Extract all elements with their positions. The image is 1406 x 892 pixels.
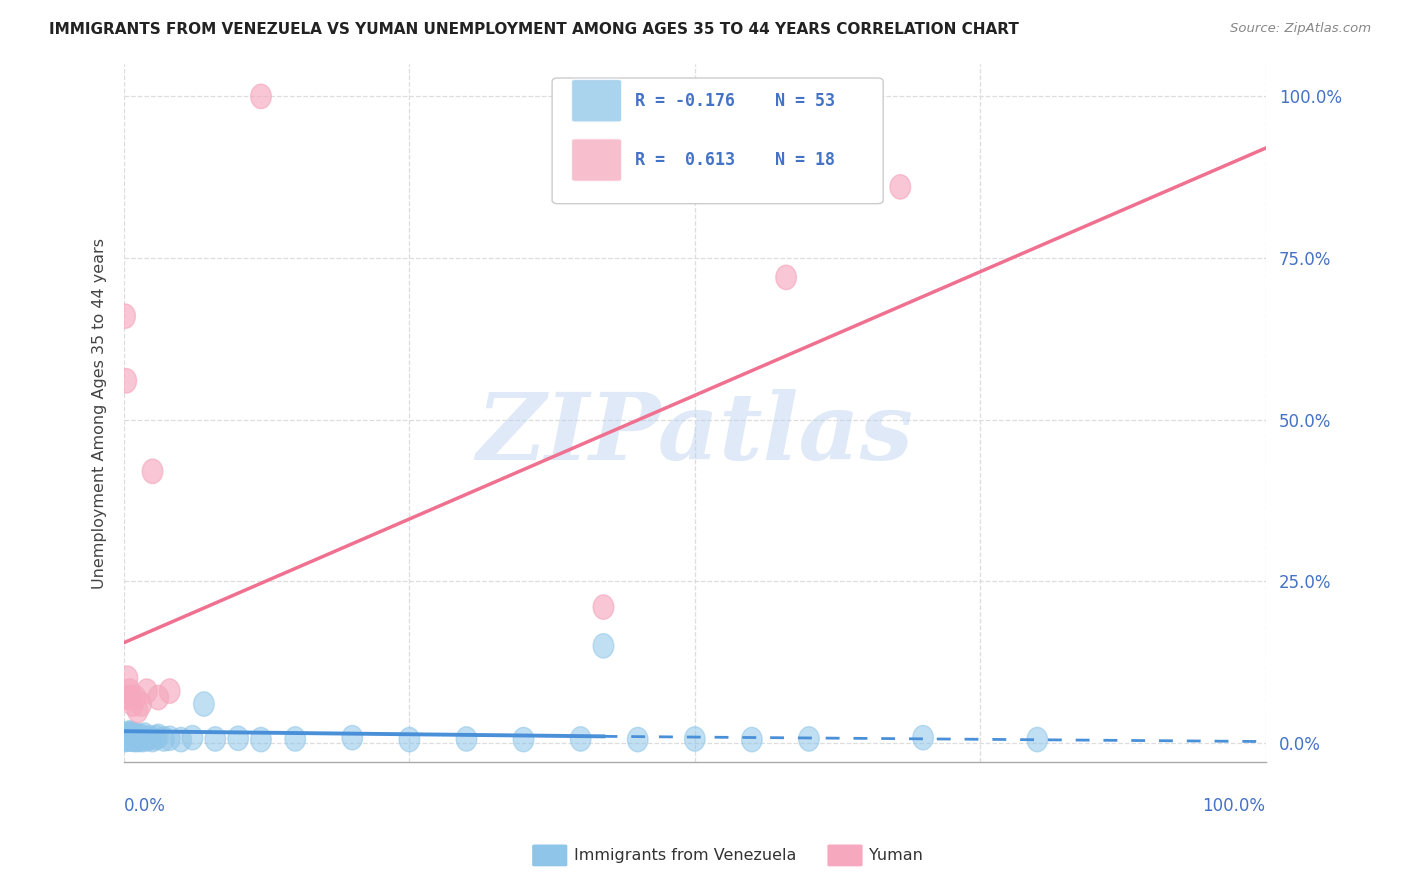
Ellipse shape bbox=[118, 726, 139, 750]
Text: Immigrants from Venezuela: Immigrants from Venezuela bbox=[574, 848, 796, 863]
Ellipse shape bbox=[115, 304, 135, 328]
Ellipse shape bbox=[593, 595, 614, 619]
Ellipse shape bbox=[148, 724, 169, 748]
Ellipse shape bbox=[122, 727, 142, 751]
Text: R =  0.613    N = 18: R = 0.613 N = 18 bbox=[636, 151, 835, 169]
Ellipse shape bbox=[121, 721, 141, 746]
Ellipse shape bbox=[571, 727, 591, 751]
Ellipse shape bbox=[342, 725, 363, 750]
Ellipse shape bbox=[125, 727, 146, 751]
Ellipse shape bbox=[122, 724, 142, 748]
Ellipse shape bbox=[127, 723, 146, 747]
Text: Yuman: Yuman bbox=[869, 848, 922, 863]
Ellipse shape bbox=[124, 725, 145, 750]
Ellipse shape bbox=[121, 725, 141, 750]
Ellipse shape bbox=[890, 175, 911, 199]
FancyBboxPatch shape bbox=[553, 78, 883, 203]
Text: Source: ZipAtlas.com: Source: ZipAtlas.com bbox=[1230, 22, 1371, 36]
Ellipse shape bbox=[183, 725, 202, 750]
Ellipse shape bbox=[194, 692, 214, 716]
Ellipse shape bbox=[134, 723, 155, 747]
Ellipse shape bbox=[124, 727, 145, 752]
Ellipse shape bbox=[228, 726, 249, 750]
Ellipse shape bbox=[132, 727, 152, 752]
Ellipse shape bbox=[128, 727, 148, 752]
Ellipse shape bbox=[117, 724, 138, 748]
Ellipse shape bbox=[685, 727, 704, 751]
Text: R = -0.176    N = 53: R = -0.176 N = 53 bbox=[636, 92, 835, 110]
Ellipse shape bbox=[136, 727, 157, 751]
Ellipse shape bbox=[1026, 727, 1047, 752]
Ellipse shape bbox=[250, 84, 271, 109]
Ellipse shape bbox=[122, 692, 143, 716]
Ellipse shape bbox=[139, 725, 159, 750]
Ellipse shape bbox=[153, 727, 174, 751]
Ellipse shape bbox=[146, 725, 166, 750]
Ellipse shape bbox=[136, 679, 157, 703]
Ellipse shape bbox=[127, 726, 146, 750]
Ellipse shape bbox=[117, 725, 136, 750]
Ellipse shape bbox=[159, 679, 180, 703]
Ellipse shape bbox=[131, 724, 152, 748]
Ellipse shape bbox=[776, 265, 796, 290]
Ellipse shape bbox=[122, 723, 143, 747]
Ellipse shape bbox=[128, 725, 149, 750]
Ellipse shape bbox=[170, 727, 191, 752]
Ellipse shape bbox=[799, 727, 820, 751]
Ellipse shape bbox=[120, 723, 141, 747]
Ellipse shape bbox=[118, 721, 139, 746]
Ellipse shape bbox=[159, 726, 180, 750]
FancyBboxPatch shape bbox=[571, 139, 621, 181]
Ellipse shape bbox=[148, 685, 169, 710]
FancyBboxPatch shape bbox=[571, 79, 621, 122]
Ellipse shape bbox=[741, 727, 762, 752]
Ellipse shape bbox=[125, 685, 146, 710]
Ellipse shape bbox=[115, 727, 135, 752]
Text: IMMIGRANTS FROM VENEZUELA VS YUMAN UNEMPLOYMENT AMONG AGES 35 TO 44 YEARS CORREL: IMMIGRANTS FROM VENEZUELA VS YUMAN UNEMP… bbox=[49, 22, 1019, 37]
Ellipse shape bbox=[117, 368, 136, 393]
Ellipse shape bbox=[125, 724, 146, 748]
Text: ZIPatlas: ZIPatlas bbox=[477, 389, 914, 479]
Ellipse shape bbox=[399, 727, 419, 752]
Ellipse shape bbox=[118, 685, 139, 710]
Ellipse shape bbox=[456, 727, 477, 751]
Ellipse shape bbox=[117, 666, 138, 690]
Ellipse shape bbox=[513, 727, 534, 752]
Ellipse shape bbox=[142, 459, 163, 483]
Ellipse shape bbox=[593, 633, 614, 658]
Ellipse shape bbox=[120, 679, 141, 703]
Ellipse shape bbox=[205, 727, 225, 751]
Ellipse shape bbox=[250, 727, 271, 752]
Text: 100.0%: 100.0% bbox=[1202, 797, 1265, 815]
Ellipse shape bbox=[117, 723, 136, 747]
Ellipse shape bbox=[285, 727, 305, 751]
Ellipse shape bbox=[131, 692, 152, 716]
Y-axis label: Unemployment Among Ages 35 to 44 years: Unemployment Among Ages 35 to 44 years bbox=[93, 237, 107, 589]
Ellipse shape bbox=[142, 727, 163, 752]
Ellipse shape bbox=[117, 727, 138, 751]
Ellipse shape bbox=[128, 698, 148, 723]
Ellipse shape bbox=[120, 727, 141, 751]
Ellipse shape bbox=[122, 726, 143, 750]
Ellipse shape bbox=[912, 725, 934, 750]
Ellipse shape bbox=[129, 727, 150, 751]
Ellipse shape bbox=[627, 727, 648, 752]
Ellipse shape bbox=[121, 685, 141, 710]
Text: 0.0%: 0.0% bbox=[124, 797, 166, 815]
